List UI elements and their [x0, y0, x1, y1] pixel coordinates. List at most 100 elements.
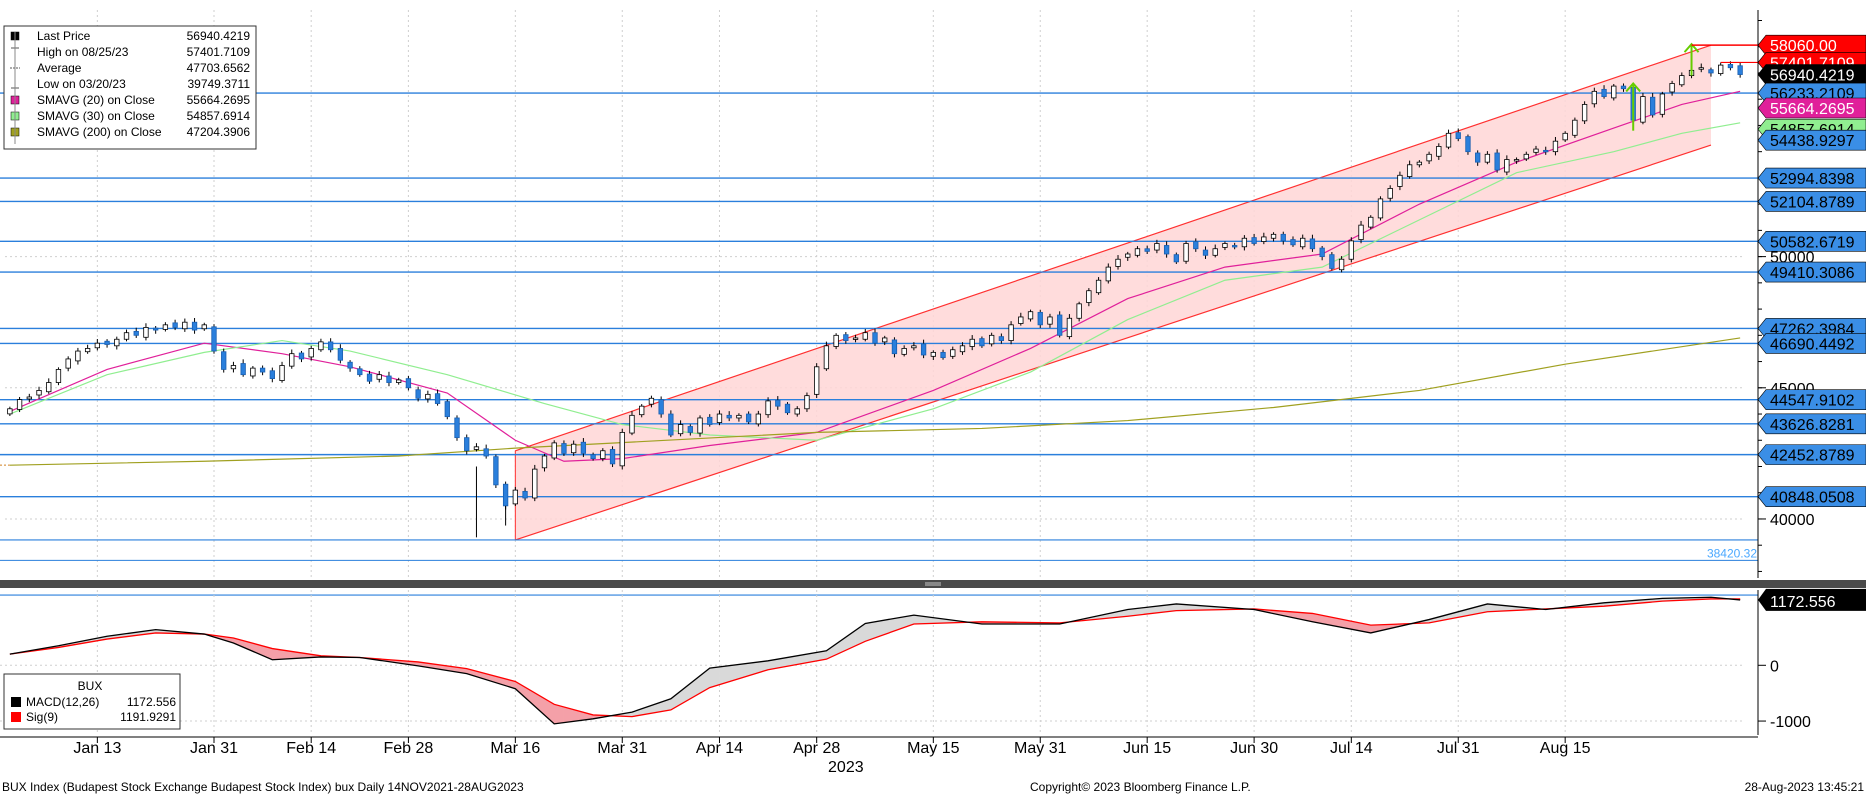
candle	[1552, 136, 1559, 156]
candle	[1144, 245, 1150, 254]
candle	[376, 371, 382, 383]
price-tick-label: 40000	[1770, 512, 1815, 529]
candle	[1076, 301, 1082, 322]
macd-legend-entry: Sig(9) 1191.9291	[11, 710, 176, 724]
candle	[415, 386, 421, 402]
candle	[1163, 241, 1170, 258]
candle	[143, 323, 149, 341]
channel-lower-line	[515, 144, 1712, 541]
candle	[483, 444, 489, 459]
candle	[396, 377, 402, 385]
candle	[55, 367, 62, 386]
candle	[7, 406, 13, 416]
candle	[94, 338, 100, 351]
candle	[1659, 91, 1666, 118]
legend-value: 57401.7109	[187, 45, 251, 59]
price-tag-label: 52104.8789	[1770, 194, 1855, 211]
footer-timestamp: 28-Aug-2023 13:45:21	[1745, 780, 1865, 794]
price-tag-label: 52994.8398	[1770, 171, 1855, 188]
moving-averages	[0, 90, 1741, 466]
candle	[1504, 155, 1510, 176]
legend-value: 47204.3906	[187, 125, 251, 139]
candle	[609, 446, 616, 468]
candle	[1611, 83, 1617, 101]
candle	[950, 346, 956, 359]
price-tag: 46690.4492	[1757, 333, 1866, 354]
date-tick-label: Apr 28	[793, 740, 840, 757]
candle	[405, 375, 412, 391]
moving-average-line	[9, 122, 1741, 441]
date-tick-label: Jan 13	[73, 740, 121, 757]
candle	[298, 350, 305, 363]
candle	[1640, 92, 1646, 125]
candle	[677, 420, 684, 437]
candle	[1338, 256, 1345, 273]
legend-label: Sig(9)	[26, 710, 58, 724]
price-legend: Last Price 56940.4219 High on 08/25/23 5740…	[3, 25, 257, 150]
candle	[1572, 117, 1578, 138]
candle	[1183, 240, 1189, 264]
candle	[1737, 62, 1743, 78]
candle	[1387, 185, 1393, 202]
candle	[765, 397, 771, 418]
price-tag: 43626.8281	[1757, 413, 1866, 435]
candle	[726, 411, 732, 422]
price-tag: 56940.4219	[1757, 64, 1866, 85]
legend-label: SMAVG (30) on Close	[37, 109, 155, 123]
candle	[814, 363, 820, 399]
candle	[716, 410, 723, 426]
candle	[36, 386, 42, 399]
candle	[1406, 160, 1413, 179]
candle	[1718, 62, 1724, 76]
footer-security-description: BUX Index (Budapest Stock Exchange Budap…	[2, 780, 524, 794]
candle	[920, 339, 927, 359]
date-tick-label: Jun 15	[1123, 740, 1171, 757]
candle	[1319, 245, 1325, 261]
legend-label: SMAVG (20) on Close	[37, 93, 155, 107]
candle	[201, 322, 207, 331]
candle	[1708, 67, 1714, 77]
price-tag: 42452.8789	[1757, 444, 1866, 465]
date-tick-label: Mar 16	[490, 740, 540, 757]
candle	[1445, 129, 1452, 150]
channel-fill	[515, 45, 1711, 540]
candle	[444, 399, 450, 420]
candle	[930, 350, 936, 360]
candle	[1086, 288, 1092, 307]
legend-value: 1191.9291	[120, 710, 176, 724]
candle	[998, 333, 1005, 344]
price-tag: 52104.8789	[1757, 191, 1866, 212]
candle	[1105, 263, 1111, 284]
price-tag: 44547.9102	[1757, 389, 1866, 410]
signal-line	[9, 598, 1741, 718]
candle	[1620, 83, 1627, 92]
candle	[794, 406, 800, 417]
price-tag-label: 43626.8281	[1770, 417, 1855, 434]
candle	[1125, 251, 1131, 261]
candle	[1475, 150, 1481, 166]
candle	[1416, 160, 1423, 168]
candle	[65, 356, 71, 372]
candle	[522, 487, 528, 501]
candle	[1280, 231, 1286, 245]
candle	[1241, 235, 1248, 251]
candle	[464, 434, 470, 455]
candle	[221, 348, 227, 373]
candle	[75, 347, 81, 365]
candle	[959, 342, 966, 355]
candle	[1173, 252, 1179, 264]
candle	[26, 393, 32, 403]
candle	[1513, 157, 1520, 164]
candle	[1202, 246, 1209, 259]
candle	[707, 414, 713, 427]
candle	[1251, 233, 1257, 246]
candle	[16, 396, 23, 413]
price-tag: 40848.0508	[1757, 486, 1866, 508]
legend-entry: SMAVG (20) on Close 55664.2695	[10, 93, 250, 107]
year-label: 2023	[828, 759, 864, 776]
price-tag-label: 46690.4492	[1770, 336, 1855, 353]
candle	[493, 454, 499, 489]
macd-line	[9, 596, 1741, 725]
candle	[1309, 234, 1316, 252]
macd-legend-title: BUX	[78, 679, 103, 693]
